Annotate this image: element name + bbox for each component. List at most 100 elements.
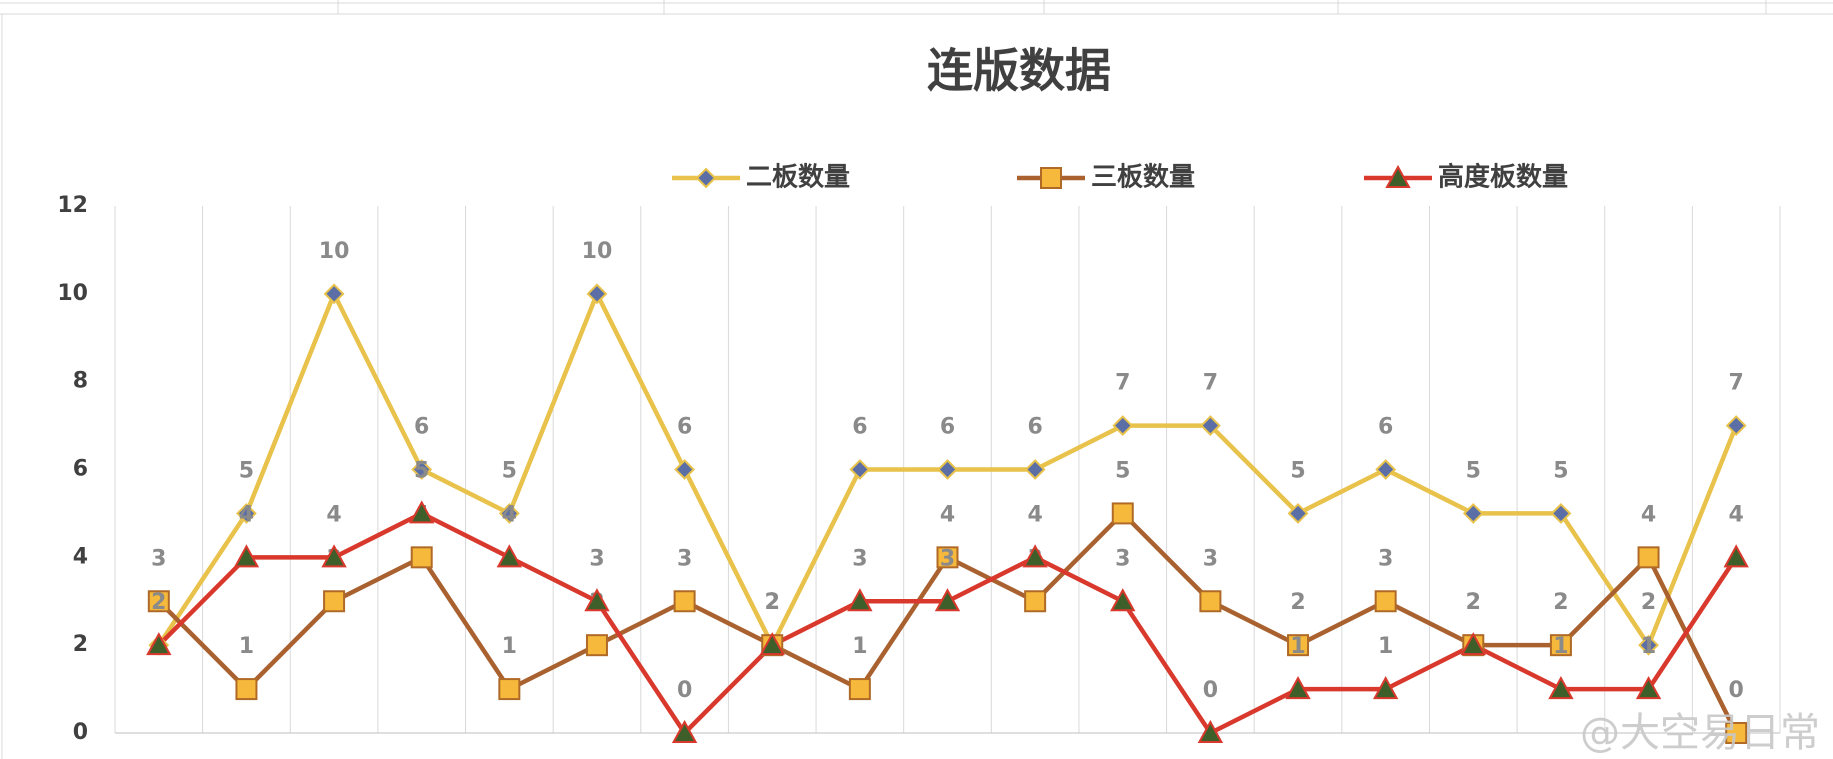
- y-tick-label: 10: [57, 281, 88, 306]
- marker: [936, 546, 959, 569]
- data-label: 6: [1378, 415, 1393, 440]
- data-label: 4: [239, 502, 254, 527]
- legend-label: 二板数量: [746, 163, 850, 193]
- data-label: 2: [765, 590, 780, 615]
- marker: [849, 459, 871, 480]
- marker: [323, 283, 345, 305]
- data-label: 2: [1290, 590, 1305, 615]
- marker: [1460, 632, 1486, 656]
- legend-marker: [695, 167, 717, 189]
- marker: [1638, 634, 1659, 656]
- data-label: 7: [1729, 371, 1744, 396]
- marker: [759, 632, 785, 656]
- marker: [937, 459, 958, 480]
- data-label: 2: [1466, 590, 1481, 615]
- marker: [1375, 459, 1397, 480]
- data-label: 3: [589, 546, 604, 571]
- marker: [586, 283, 608, 305]
- marker: [1723, 544, 1749, 568]
- marker: [1024, 459, 1046, 480]
- y-tick-label: 2: [73, 632, 88, 657]
- data-label: 5: [1553, 458, 1568, 483]
- marker: [585, 634, 608, 657]
- marker: [235, 678, 258, 701]
- marker: [934, 588, 961, 612]
- data-label: 4: [940, 502, 955, 527]
- marker: [1285, 676, 1311, 700]
- marker: [1372, 676, 1399, 700]
- data-label: 0: [1203, 678, 1218, 703]
- data-label: 6: [414, 415, 429, 440]
- data-label: 0: [677, 678, 692, 703]
- data-label: 6: [852, 415, 867, 440]
- marker: [1462, 503, 1484, 524]
- legend-label: 三板数量: [1091, 163, 1195, 193]
- marker: [674, 459, 696, 480]
- data-label: 1: [1553, 634, 1568, 659]
- data-label: 5: [1115, 458, 1130, 483]
- marker: [1635, 676, 1662, 700]
- data-label: 4: [1729, 502, 1744, 527]
- y-tick-label: 0: [73, 720, 88, 745]
- data-label: 6: [677, 415, 692, 440]
- marker: [498, 503, 520, 524]
- data-label: 3: [852, 546, 867, 571]
- data-label: 7: [1203, 371, 1218, 396]
- marker: [1287, 503, 1309, 524]
- marker: [1637, 546, 1660, 569]
- marker: [1199, 590, 1222, 613]
- marker: [1110, 588, 1136, 612]
- marker: [1725, 722, 1748, 744]
- data-label: 4: [1641, 502, 1656, 527]
- legend-marker: [1385, 164, 1411, 188]
- marker: [1197, 719, 1224, 743]
- marker: [409, 500, 435, 524]
- data-label: 3: [677, 546, 692, 571]
- data-label: 6: [940, 415, 955, 440]
- data-label: 2: [151, 590, 166, 615]
- marker: [848, 678, 871, 701]
- marker: [146, 632, 172, 656]
- marker: [1549, 634, 1572, 657]
- data-label: 2: [765, 590, 780, 615]
- data-label: 3: [1203, 546, 1218, 571]
- data-label: 3: [1378, 546, 1393, 571]
- marker: [1374, 590, 1397, 613]
- data-label: 2: [1641, 590, 1656, 615]
- data-label: 10: [582, 239, 613, 264]
- data-label: 1: [1290, 634, 1305, 659]
- marker: [847, 588, 873, 612]
- data-label: 4: [1027, 502, 1042, 527]
- y-tick-label: 4: [73, 544, 88, 569]
- data-label: 2: [1553, 590, 1568, 615]
- data-label: 4: [326, 502, 341, 527]
- marker: [496, 544, 523, 568]
- marker: [1024, 590, 1047, 613]
- data-label: 6: [1027, 415, 1042, 440]
- marker: [321, 544, 347, 568]
- marker: [411, 459, 433, 480]
- data-label: 4: [502, 502, 517, 527]
- data-label: 7: [1115, 371, 1130, 396]
- chart-title: 连版数据: [927, 44, 1111, 98]
- y-tick-label: 6: [73, 457, 88, 482]
- marker: [1725, 415, 1747, 436]
- data-label: 1: [1378, 634, 1393, 659]
- data-label: 1: [239, 634, 254, 659]
- marker: [410, 546, 433, 569]
- marker: [236, 503, 257, 524]
- marker: [1112, 415, 1134, 436]
- data-label: 3: [940, 546, 955, 571]
- data-label: 10: [319, 239, 350, 264]
- marker: [1287, 634, 1310, 657]
- watermark: @大空易日常: [1580, 710, 1820, 756]
- data-label: 1: [502, 634, 517, 659]
- marker: [673, 590, 696, 613]
- data-label: 5: [502, 458, 517, 483]
- data-label: 0: [1729, 678, 1744, 703]
- data-label: 2: [1466, 590, 1481, 615]
- marker: [584, 588, 610, 612]
- y-tick-label: 12: [57, 193, 88, 218]
